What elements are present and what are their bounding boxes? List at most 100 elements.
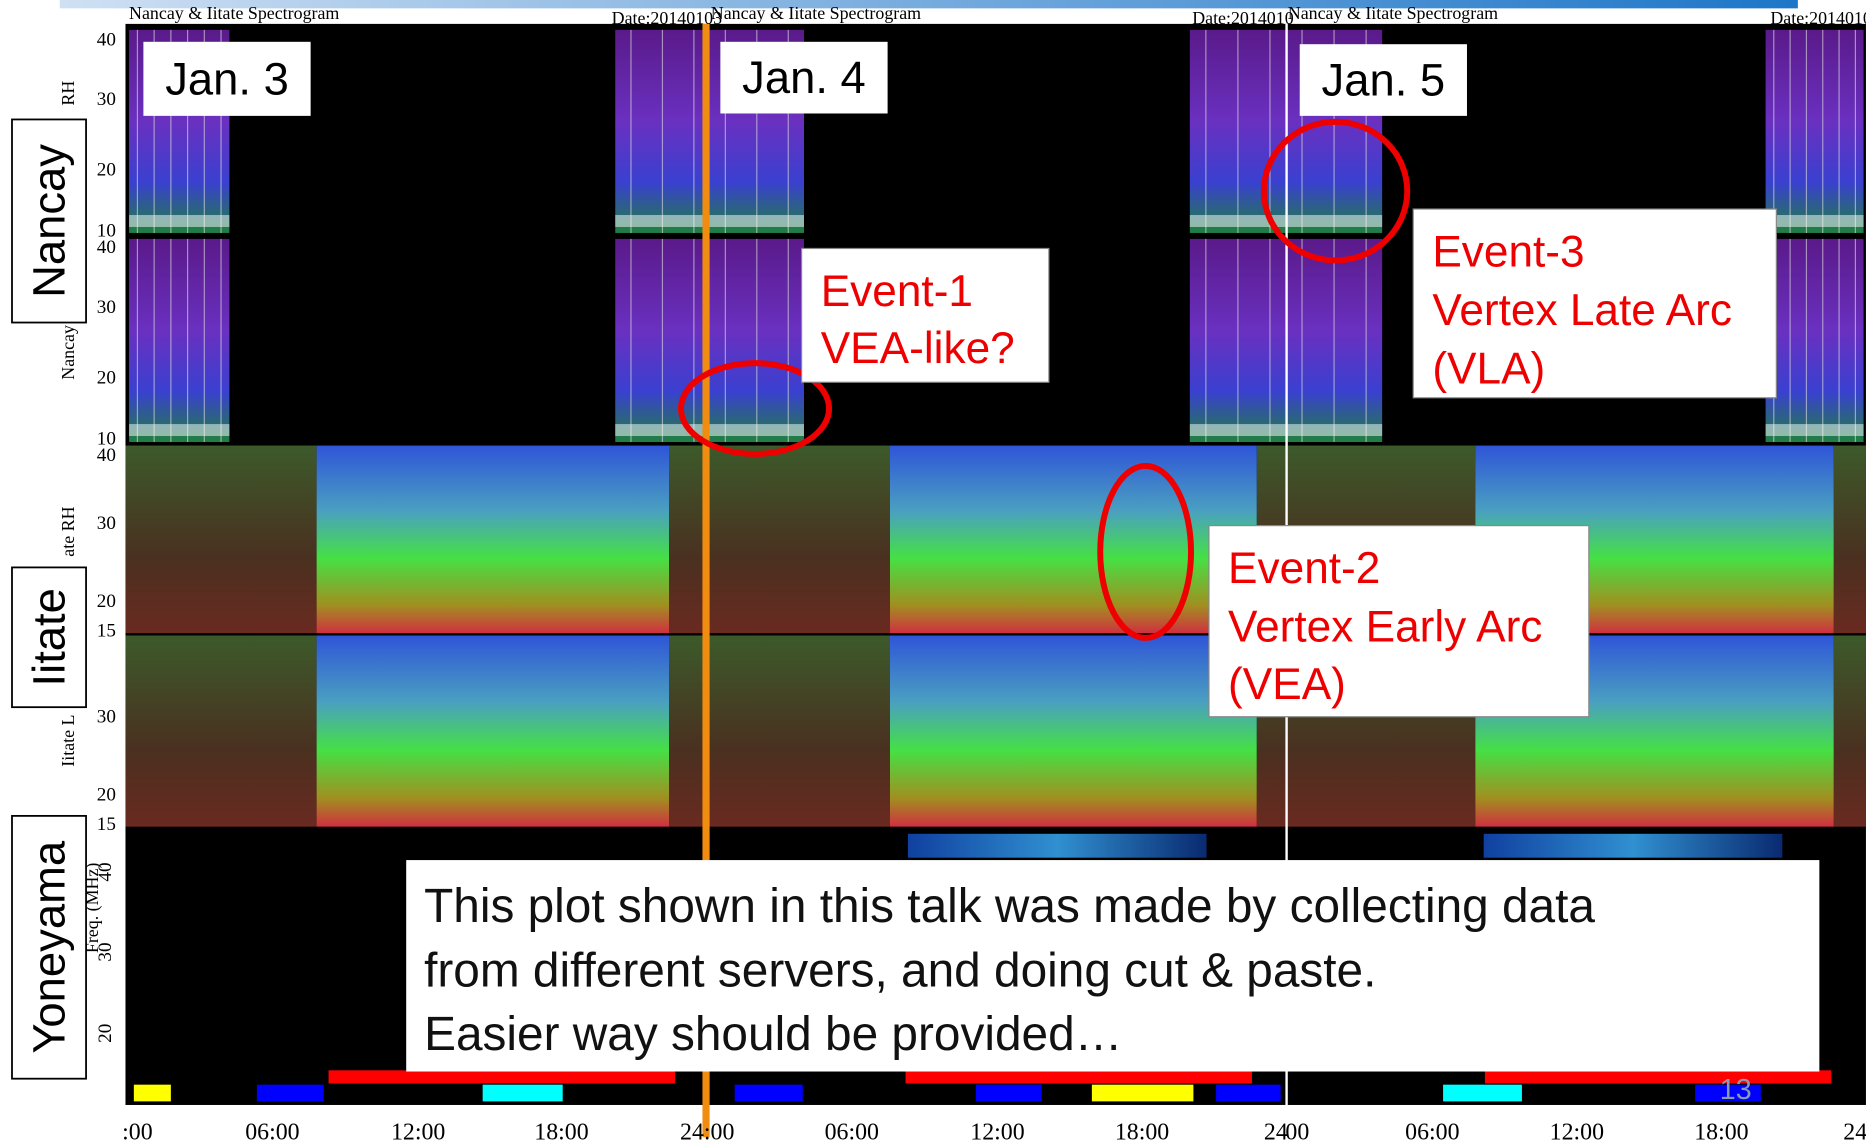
iitate-night bbox=[1833, 445, 1866, 634]
iitate-day bbox=[889, 445, 1257, 634]
station-box bbox=[11, 566, 87, 709]
spectrum-noise bbox=[129, 424, 230, 437]
y-tick-label: 20 bbox=[95, 1024, 116, 1043]
status-bar bbox=[482, 1084, 563, 1102]
iitate-night bbox=[669, 635, 890, 827]
x-tick-label: 06:00 bbox=[1405, 1120, 1459, 1142]
station-box bbox=[11, 118, 87, 324]
y-tick-label: 30 bbox=[97, 707, 116, 728]
station-label: Nancay bbox=[24, 144, 75, 298]
y-tick-label: 15 bbox=[97, 621, 116, 642]
event-text: (VLA) bbox=[1432, 344, 1545, 393]
y-tick-label: 40 bbox=[97, 237, 116, 258]
x-tick-label: 00 bbox=[1285, 1120, 1309, 1142]
spectrum-noise bbox=[1765, 424, 1864, 437]
labels: Nancay & Iitate Spectrogram Nancay & Iita… bbox=[11, 3, 1866, 1142]
y-tick-label: 20 bbox=[97, 591, 116, 612]
event-text: (VEA) bbox=[1228, 660, 1346, 709]
status-bar bbox=[976, 1084, 1042, 1102]
y-tick-label: 30 bbox=[97, 297, 116, 318]
axis-title: ate RH bbox=[58, 506, 78, 556]
day-label-box bbox=[1299, 44, 1467, 116]
note-line: from different servers, and doing cut & … bbox=[424, 945, 1376, 998]
axis-title: Nancay bbox=[58, 325, 78, 380]
station-label: Yoneyama bbox=[24, 840, 75, 1054]
iitate-day bbox=[316, 445, 670, 634]
x-tick-label: 18:00 bbox=[534, 1120, 588, 1142]
day-label-box bbox=[720, 41, 888, 114]
iitate-night bbox=[669, 445, 890, 634]
panel-title: Nancay & Iitate Spectrogram bbox=[711, 3, 921, 23]
y-tick-label: 10 bbox=[97, 428, 116, 449]
event-text: Vertex Late Arc bbox=[1432, 286, 1732, 335]
y-tick-label: 20 bbox=[97, 367, 116, 388]
x-tick-label: 12:00 bbox=[1550, 1120, 1604, 1142]
iitate-night bbox=[125, 635, 317, 827]
event-circle bbox=[677, 360, 833, 457]
y-tick-label: 40 bbox=[97, 29, 116, 50]
day-label: Jan. 4 bbox=[742, 52, 866, 103]
event-text: VEA-like? bbox=[821, 324, 1015, 373]
iitate-night bbox=[1833, 635, 1866, 827]
iitate-night bbox=[125, 445, 317, 634]
event-box bbox=[1208, 525, 1590, 718]
station-label: Iitate bbox=[24, 588, 75, 686]
event-circle bbox=[1097, 462, 1195, 641]
status-bar bbox=[1443, 1084, 1522, 1102]
x-tick-label: :00 bbox=[122, 1120, 153, 1142]
y-tick-label: 15 bbox=[97, 814, 116, 835]
y-tick-label: 30 bbox=[97, 513, 116, 534]
note-line: Easier way should be provided… bbox=[424, 1008, 1122, 1061]
y-tick-label: 40 bbox=[95, 862, 116, 881]
x-tick-label: 06:00 bbox=[825, 1120, 879, 1142]
x-tick-label: 24 bbox=[1264, 1120, 1288, 1142]
x-tick-label: 12:00 bbox=[391, 1120, 445, 1142]
red-bar bbox=[905, 1070, 1252, 1084]
page-number: 13 bbox=[1720, 1074, 1752, 1106]
event-box bbox=[1412, 208, 1777, 399]
day-label-box bbox=[143, 41, 311, 116]
axis-title: Iitate L bbox=[58, 715, 78, 767]
event-box bbox=[801, 247, 1050, 383]
status-bar bbox=[133, 1084, 171, 1102]
yoneyama-strip bbox=[1483, 833, 1783, 858]
panel-date: Date:20140103 bbox=[612, 8, 722, 28]
yoneyama-strip bbox=[907, 833, 1207, 858]
event-circle bbox=[1260, 118, 1411, 264]
spectrograms bbox=[125, 23, 1866, 1105]
red-bar bbox=[1484, 1070, 1832, 1084]
event-text: Vertex Early Arc bbox=[1228, 602, 1542, 651]
panel-date: Date:2014010 bbox=[1192, 8, 1293, 28]
iitate-day bbox=[316, 635, 670, 827]
x-tick-label: 24:00 bbox=[680, 1120, 734, 1142]
nancay-spectrum bbox=[1765, 29, 1864, 233]
day-label: Jan. 5 bbox=[1322, 55, 1446, 106]
status-bar bbox=[734, 1084, 803, 1102]
spectrum-noise bbox=[1765, 215, 1864, 227]
note-line: This plot shown in this talk was made by… bbox=[424, 880, 1595, 933]
y-tick-label: 40 bbox=[97, 445, 116, 466]
iitate-day bbox=[889, 635, 1257, 827]
nancay-spectrum bbox=[1765, 238, 1864, 442]
x-tick-label: 24 bbox=[1843, 1120, 1866, 1142]
spectrum-noise bbox=[129, 215, 230, 227]
y-tick-label: 20 bbox=[97, 160, 116, 181]
station-box bbox=[11, 814, 87, 1080]
x-tick-label: 06:00 bbox=[245, 1120, 299, 1142]
status-bar bbox=[1091, 1084, 1194, 1102]
red-bar bbox=[328, 1070, 675, 1084]
axis-title: RH bbox=[58, 81, 78, 106]
status-bar bbox=[256, 1084, 324, 1102]
event-text: Event-3 bbox=[1432, 227, 1584, 276]
x-tick-label: 18:00 bbox=[1115, 1120, 1169, 1142]
nancay-spectrum bbox=[129, 238, 230, 442]
axis-title: Freq. (MHz) bbox=[82, 863, 103, 954]
x-tick-label: 12:00 bbox=[970, 1120, 1024, 1142]
y-tick-label: 30 bbox=[97, 89, 116, 110]
status-bar bbox=[1695, 1084, 1761, 1102]
y-tick-label: 30 bbox=[95, 943, 116, 962]
top-bar bbox=[59, 0, 1798, 9]
panel-title: Nancay & Iitate Spectrogram bbox=[129, 3, 339, 23]
